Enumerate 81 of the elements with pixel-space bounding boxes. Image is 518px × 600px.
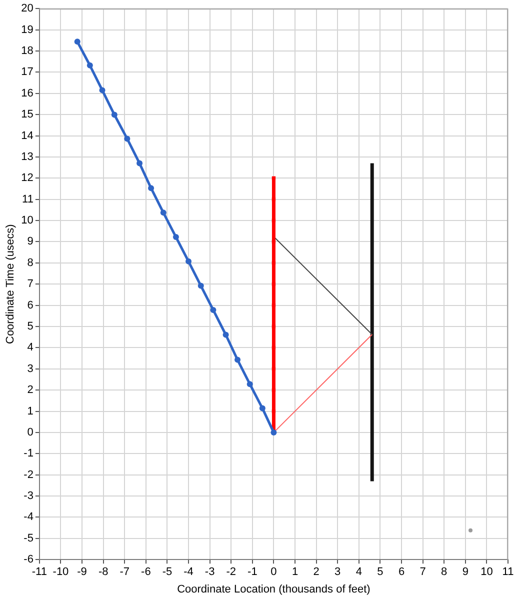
x-tick-label: 2 — [313, 566, 320, 578]
point — [272, 367, 276, 371]
x-tick-label: 8 — [441, 566, 448, 578]
x-tick-label: -11 — [32, 566, 47, 578]
point — [99, 87, 106, 94]
y-tick-label: 1 — [27, 405, 34, 418]
y-tick-label: 15 — [21, 108, 34, 121]
x-tick-label: 1 — [292, 566, 298, 578]
point — [272, 240, 276, 244]
x-tick-label: -6 — [141, 566, 151, 578]
point — [272, 176, 276, 180]
point — [86, 62, 93, 68]
y-tick-label: 8 — [27, 256, 34, 269]
x-tick-label: 7 — [420, 566, 426, 578]
y-tick-label: -5 — [24, 532, 34, 544]
y-tick-label: 10 — [21, 214, 34, 227]
point — [74, 38, 80, 45]
y-tick-label: 0 — [27, 426, 34, 438]
point — [468, 528, 473, 532]
x-tick-label: -10 — [52, 566, 69, 578]
y-tick-label: 12 — [21, 172, 34, 184]
point — [272, 218, 276, 222]
y-tick-label: -6 — [24, 554, 34, 566]
y-tick-label: 16 — [21, 87, 34, 100]
x-tick-label: -1 — [248, 566, 258, 578]
point — [272, 346, 276, 350]
y-tick-label: 9 — [27, 236, 34, 248]
point — [136, 160, 143, 166]
y-tick-label: 18 — [21, 45, 34, 58]
point — [172, 234, 179, 240]
y-tick-label: 3 — [27, 362, 34, 375]
x-tick-label: 4 — [356, 566, 362, 578]
point — [272, 303, 276, 308]
x-tick-label: 5 — [377, 566, 384, 578]
x-tick-label: 6 — [398, 566, 405, 578]
x-tick-label: 0 — [270, 566, 277, 578]
point — [246, 381, 253, 388]
x-tick-label: -9 — [77, 566, 87, 578]
y-tick-label: 20 — [21, 2, 34, 15]
y-tick-label: 13 — [21, 150, 34, 163]
y-tick-label: 14 — [21, 130, 34, 142]
y-tick-label: 19 — [21, 24, 34, 36]
y-tick-label: -3 — [24, 490, 34, 502]
point — [272, 197, 276, 202]
point — [148, 185, 154, 192]
y-axis-title: Coordinate Time (usecs) — [4, 224, 17, 344]
x-axis-title: Coordinate Location (thousands of feet) — [177, 583, 370, 596]
point — [222, 332, 229, 338]
x-tick-label: 9 — [462, 566, 468, 578]
y-tick-label: 11 — [22, 193, 34, 206]
point — [272, 282, 276, 286]
point — [210, 306, 216, 313]
point — [186, 258, 192, 264]
point — [124, 136, 130, 142]
point — [272, 388, 276, 392]
y-tick-label: -1 — [24, 448, 34, 460]
x-tick-label: 11 — [502, 566, 514, 578]
point — [234, 356, 241, 363]
x-tick-label: -8 — [98, 566, 108, 578]
y-tick-label: -4 — [24, 511, 34, 524]
point — [111, 112, 118, 118]
x-tick-label: 10 — [480, 566, 493, 578]
y-tick-label: 6 — [27, 299, 34, 312]
x-tick-label: -3 — [204, 566, 215, 578]
point — [272, 324, 276, 328]
y-tick-label: 5 — [27, 320, 34, 333]
x-tick-label: 3 — [334, 566, 341, 578]
y-tick-label: 2 — [27, 384, 34, 396]
x-tick-label: -7 — [120, 566, 130, 578]
y-tick-label: 4 — [27, 342, 34, 354]
x-tick-label: -2 — [226, 566, 236, 578]
point — [198, 282, 204, 289]
point — [272, 261, 276, 265]
y-tick-label: 7 — [27, 278, 34, 290]
point — [259, 405, 266, 412]
x-tick-label: -4 — [184, 566, 194, 578]
point — [160, 210, 166, 216]
y-tick-label: -2 — [24, 468, 34, 481]
y-tick-label: 17 — [21, 66, 34, 78]
x-tick-label: -5 — [162, 566, 172, 578]
point — [272, 409, 276, 414]
